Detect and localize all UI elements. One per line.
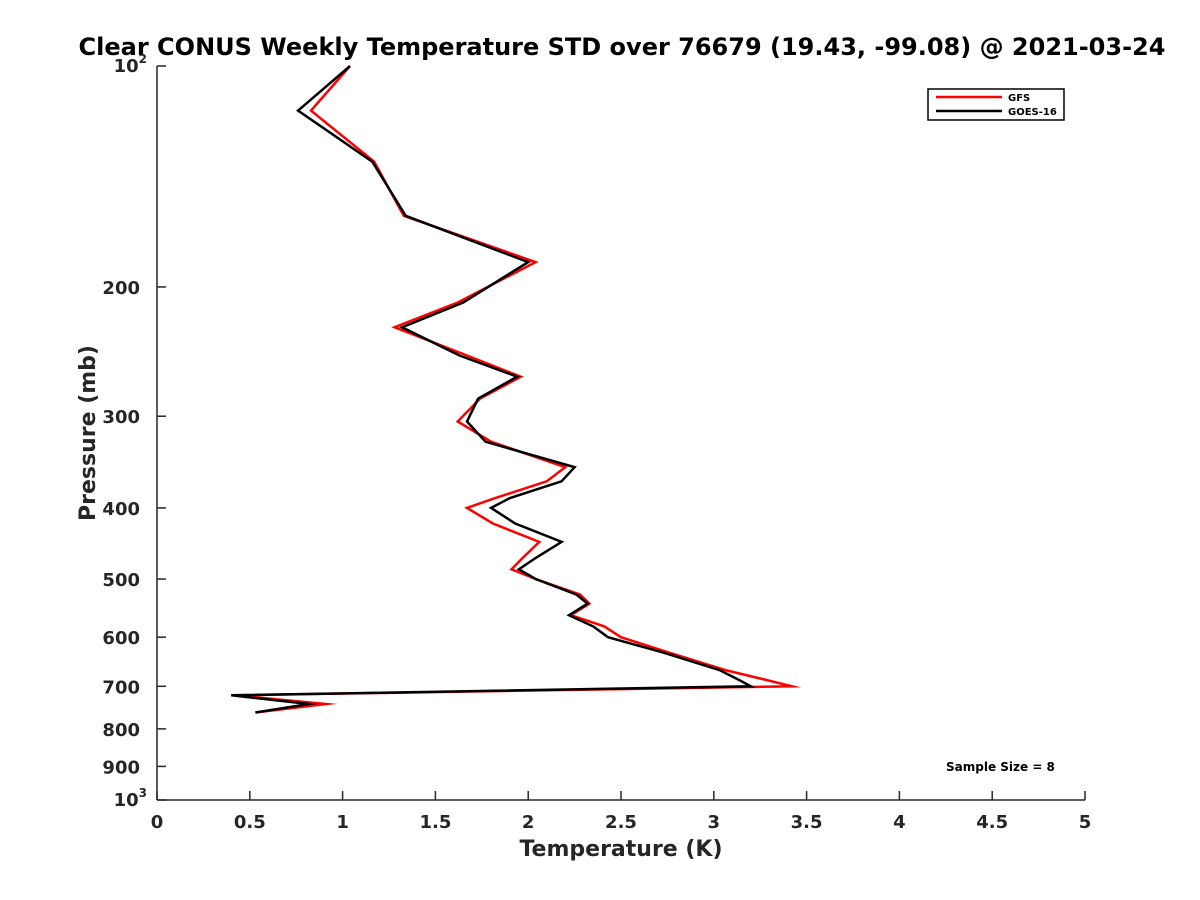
x-tick-label: 3.5 [791,812,823,833]
legend-box [927,88,1065,121]
y-tick-label: 800 [102,720,140,741]
x-tick-label: 2 [522,812,535,833]
legend-label-goes-16: GOES-16 [1008,107,1057,118]
x-tick-label: 5 [1079,812,1092,833]
series-layer [231,65,802,714]
x-tick-label: 4 [893,812,906,833]
x-tick-label: 0.5 [234,812,266,833]
legend: GFS GOES-16 [927,88,1065,121]
x-tick-label: 1 [336,812,349,833]
y-tick-label: 500 [102,570,140,591]
y-tick-label-base: 10 [114,790,139,811]
x-axis: 0 0.5 1 1.5 2 2.5 3 3.5 4 4.5 5 [151,791,1092,833]
y-tick-label: 200 [102,278,140,299]
legend-label-gfs: GFS [1008,93,1030,104]
y-tick-label: 900 [102,757,140,778]
y-tick-label: 102 [114,52,147,77]
y-tick-label-exponent: 3 [139,786,147,800]
y-tick-label-exponent: 2 [139,52,147,66]
y-axis-label: Pressure (mb) [76,345,101,521]
x-axis-label: Temperature (K) [519,837,722,862]
y-tick-label: 700 [102,677,140,698]
x-tick-label: 4.5 [976,812,1008,833]
x-tick-label: 1.5 [419,812,451,833]
y-tick-label: 400 [102,499,140,520]
y-tick-label: 300 [102,407,140,428]
y-tick-label: 600 [102,628,140,649]
y-tick-label: 103 [114,786,147,811]
sample-size-annotation: Sample Size = 8 [946,760,1055,774]
y-tick-label-base: 10 [114,56,139,77]
x-tick-label: 2.5 [605,812,637,833]
series-line-gfs [234,65,802,714]
series-line-goes-16 [231,65,756,714]
x-tick-label: 0 [151,812,164,833]
chart-title: Clear CONUS Weekly Temperature STD over … [79,33,1166,61]
x-tick-label: 3 [708,812,721,833]
